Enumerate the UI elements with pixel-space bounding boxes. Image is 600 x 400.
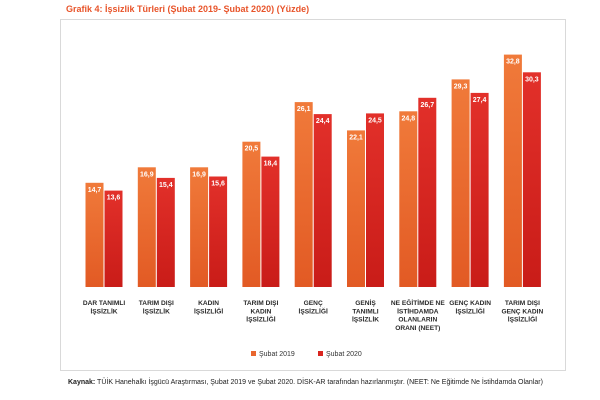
source-label: Kaynak: <box>68 379 96 386</box>
bar-2020-6 <box>418 97 437 287</box>
legend-swatch-2019 <box>251 351 256 356</box>
category-label-8: TARIM DIŞI GENÇ KADIN İŞSİZLİĞİ <box>502 300 544 324</box>
legend-swatch-2020 <box>318 351 323 356</box>
category-label-2: KADIN İŞSİZLİĞİ <box>194 300 223 315</box>
category-label-6: NE EĞİTİMDE NE İSTİHDAMDA OLANLARIN ORANI (… <box>391 298 445 332</box>
bar-2019-0 <box>85 182 104 287</box>
bar-2019-8 <box>503 54 522 287</box>
bar-2020-8 <box>522 72 541 287</box>
bar-2019-3 <box>242 141 261 287</box>
bar-value-label: 16,9 <box>140 171 154 178</box>
bar-2020-3 <box>261 156 280 287</box>
bar-2019-4 <box>294 102 313 287</box>
bar-value-label: 15,6 <box>211 181 225 188</box>
bar-value-label: 20,5 <box>245 146 259 153</box>
bar-2020-2 <box>209 176 228 287</box>
bar-value-label: 24,5 <box>368 117 382 124</box>
category-label-0: DAR TANIMLI İŞSİZLİK <box>83 300 126 315</box>
bar-2019-7 <box>451 79 470 288</box>
bar-2020-4 <box>313 114 332 287</box>
category-labels: DAR TANIMLI İŞSİZLİK TARIM DIŞI İŞSİZLİK KAD… <box>83 298 544 332</box>
bar-chart: 14,7 13,6 16,9 15,4 16,9 15,6 20,5 18,4 26,1 24,4… <box>83 54 544 358</box>
bar-value-label: 18,4 <box>264 161 278 168</box>
source-note: Kaynak: TÜİK Hanehalkı İşgücü Araştırmas… <box>68 379 543 386</box>
legend-label-2020: Şubat 2020 <box>326 351 362 358</box>
legend-label-2019: Şubat 2019 <box>259 351 295 358</box>
bar-2020-1 <box>156 177 175 287</box>
bar-value-label: 16,9 <box>192 171 206 178</box>
source-text: TÜİK Hanehalkı İşgücü Araştırması, Şubat… <box>95 379 543 386</box>
bar-value-label: 24,8 <box>401 115 415 122</box>
bar-value-label: 30,3 <box>525 76 539 83</box>
bar-2020-0 <box>104 190 123 287</box>
bar-2019-2 <box>190 167 209 287</box>
bar-value-label: 26,1 <box>297 106 311 113</box>
bar-value-label: 13,6 <box>107 195 121 202</box>
bar-value-label: 27,4 <box>473 97 487 104</box>
bar-value-label: 26,7 <box>420 102 434 109</box>
category-label-7: GENÇ KADIN İŞSİZLİĞİ <box>449 300 491 315</box>
bar-value-label: 32,8 <box>506 59 520 66</box>
category-label-5: GENİŞ TANIMLI İŞSİZLİK <box>352 299 379 324</box>
bar-2019-1 <box>137 167 156 287</box>
bar-value-label: 24,4 <box>316 118 330 125</box>
category-label-4: GENÇ İŞSİZLİĞİ <box>299 300 328 315</box>
bars-group: 14,7 13,6 16,9 15,4 16,9 15,6 20,5 18,4 26,1 24,4… <box>85 54 541 288</box>
bar-value-label: 22,1 <box>349 134 363 141</box>
bar-2020-5 <box>366 113 384 288</box>
bar-2020-7 <box>470 92 489 288</box>
legend: Şubat 2019 Şubat 2020 <box>251 351 362 358</box>
category-label-3: TARIM DIŞI KADIN İŞSİZLİĞİ <box>243 300 278 324</box>
bar-value-label: 29,3 <box>454 83 468 90</box>
chart-title: Grafik 4: İşsizlik Türleri (Şubat 2019- … <box>66 4 310 14</box>
bar-value-label: 14,7 <box>88 187 102 194</box>
bar-2019-6 <box>399 111 418 287</box>
bar-2019-5 <box>347 130 365 287</box>
bar-value-label: 15,4 <box>159 182 173 189</box>
category-label-1: TARIM DIŞI İŞSİZLİK <box>139 300 174 315</box>
